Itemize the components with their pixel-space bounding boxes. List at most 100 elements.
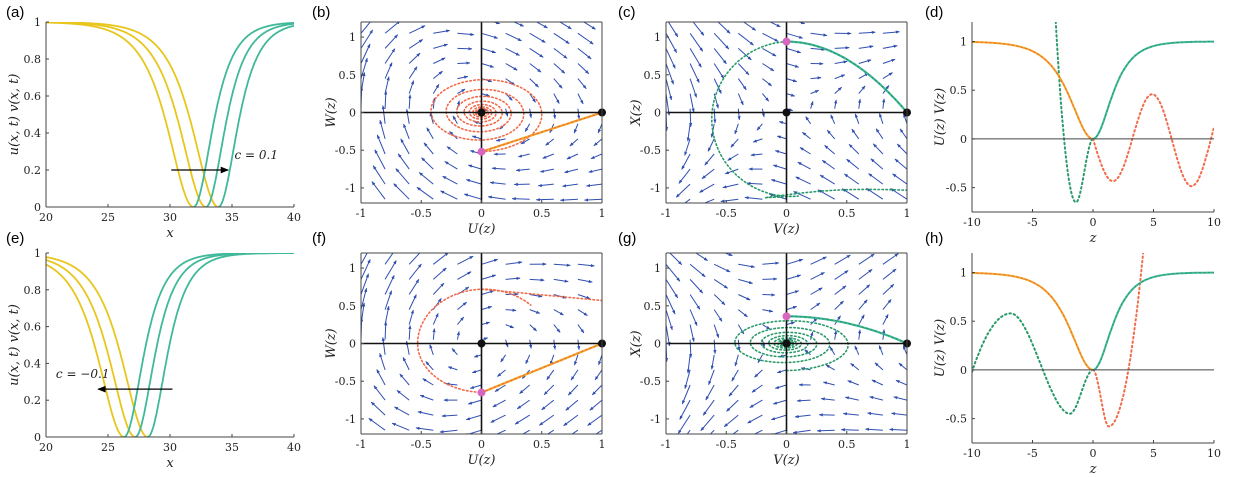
u-curve xyxy=(46,22,195,207)
vector-arrow xyxy=(481,63,495,68)
connection-curve xyxy=(785,315,907,345)
x-tick-label: 25 xyxy=(101,211,115,224)
vector-arrow xyxy=(361,29,374,49)
vector-arrow xyxy=(505,308,517,312)
vector-arrow xyxy=(830,114,836,124)
panel-e: (e) c = −0.1 20 25 30 35 40 0 0.2 0.4 0.6 0.8 1 x u(x,… xyxy=(6,230,301,471)
u-curve xyxy=(46,22,220,207)
vector-arrow xyxy=(882,283,895,295)
v-curve xyxy=(134,253,294,437)
vector-arrow xyxy=(481,321,491,326)
vector-arrow xyxy=(906,47,907,49)
vector-arrow xyxy=(776,135,787,140)
y-tick-label: 1 xyxy=(960,266,967,279)
vector-arrow xyxy=(879,113,884,124)
vector-arrow xyxy=(786,93,796,97)
x-tick-label: 40 xyxy=(287,441,301,454)
vector-arrow xyxy=(689,263,706,278)
vector-arrow xyxy=(553,309,564,316)
y-tick-label: 0.4 xyxy=(24,357,42,370)
vector-arrow xyxy=(553,324,561,333)
vector-arrow xyxy=(384,34,399,49)
vector-arrow xyxy=(737,324,745,335)
u-curve xyxy=(46,259,137,437)
vector-arrow xyxy=(553,48,568,59)
y-tick-label: 1 xyxy=(960,35,967,48)
vector-arrow xyxy=(457,301,467,310)
vector-arrow xyxy=(481,290,495,295)
vector-arrow xyxy=(471,135,482,140)
vector-arrow xyxy=(816,429,835,433)
vector-arrow xyxy=(361,72,366,94)
x-tick-label: 1 xyxy=(904,438,911,451)
x-tick-label: -10 xyxy=(963,447,981,460)
vector-arrow xyxy=(573,123,579,134)
y-tick-label: 0.5 xyxy=(950,315,968,328)
vector-arrow xyxy=(834,270,849,280)
vector-arrow xyxy=(567,384,579,396)
y-tick-label: 1 xyxy=(349,31,356,44)
vector-arrow xyxy=(840,428,859,432)
dotted-orbit xyxy=(430,78,543,153)
vector-arrow xyxy=(361,253,368,265)
vector-arrow xyxy=(452,115,458,125)
vector-arrow xyxy=(732,429,739,434)
vector-arrow xyxy=(384,90,388,109)
vector-arrow xyxy=(858,269,873,280)
plot-area xyxy=(46,253,294,437)
y-tick-label: -1 xyxy=(650,413,661,426)
vector-arrow xyxy=(666,279,679,299)
vector-arrow xyxy=(713,93,719,109)
x-tick-label: 20 xyxy=(39,441,53,454)
vector-arrow xyxy=(889,427,907,432)
vector-arrow xyxy=(379,119,386,140)
vector-arrow xyxy=(408,309,414,325)
y-tick-label: 0 xyxy=(960,133,967,146)
vector-arrow xyxy=(689,48,702,68)
vector-arrow xyxy=(433,29,451,34)
vector-arrow xyxy=(666,138,667,142)
vector-arrow xyxy=(681,153,691,170)
vector-arrow xyxy=(906,78,907,79)
y-tick-label: 0.8 xyxy=(24,53,42,66)
x-axis-label: U(z) xyxy=(468,222,496,237)
vector-arrow xyxy=(666,33,678,53)
vector-arrow xyxy=(906,32,907,34)
vector-arrow xyxy=(473,121,482,125)
panel-label: (d) xyxy=(925,4,943,21)
vector-arrow xyxy=(481,274,497,280)
vector-arrow xyxy=(858,30,876,35)
vector-arrow xyxy=(506,246,524,249)
vector-arrow xyxy=(804,349,811,356)
vector-arrow xyxy=(384,22,401,34)
vector-arrow xyxy=(797,22,806,25)
vector-arrow xyxy=(810,331,814,340)
vector-arrow xyxy=(906,92,907,94)
y-tick-label: 0 xyxy=(960,364,967,377)
y-axis-label: W(z) xyxy=(324,328,339,358)
vector-arrow xyxy=(361,367,362,370)
vector-arrow xyxy=(749,399,763,409)
x-tick-label: 0 xyxy=(1090,447,1097,460)
connection-dotted-overlay xyxy=(785,41,907,114)
vector-arrow xyxy=(457,241,475,250)
panel-a: (a) c = 0.1 20 25 30 35 40 0 0.2 0.4 0.6 0.8 1 x u(x, … xyxy=(6,4,301,241)
vector-arrow xyxy=(481,47,497,54)
vector-arrow xyxy=(737,339,741,351)
vector-arrow xyxy=(713,108,717,124)
vector-arrow xyxy=(416,186,434,200)
vector-arrow xyxy=(713,63,725,79)
vector-arrow xyxy=(713,278,729,289)
vector-arrow xyxy=(467,164,482,170)
vector-arrow xyxy=(893,396,907,401)
vector-arrow xyxy=(817,189,835,200)
vector-arrow xyxy=(381,105,386,124)
vector-arrow xyxy=(786,274,802,280)
vector-arrow xyxy=(850,363,860,371)
vector-arrow xyxy=(805,116,812,125)
vector-arrow xyxy=(529,32,546,43)
vector-arrow xyxy=(385,7,403,18)
vector-arrow xyxy=(713,78,722,94)
vector-arrow xyxy=(457,32,475,36)
